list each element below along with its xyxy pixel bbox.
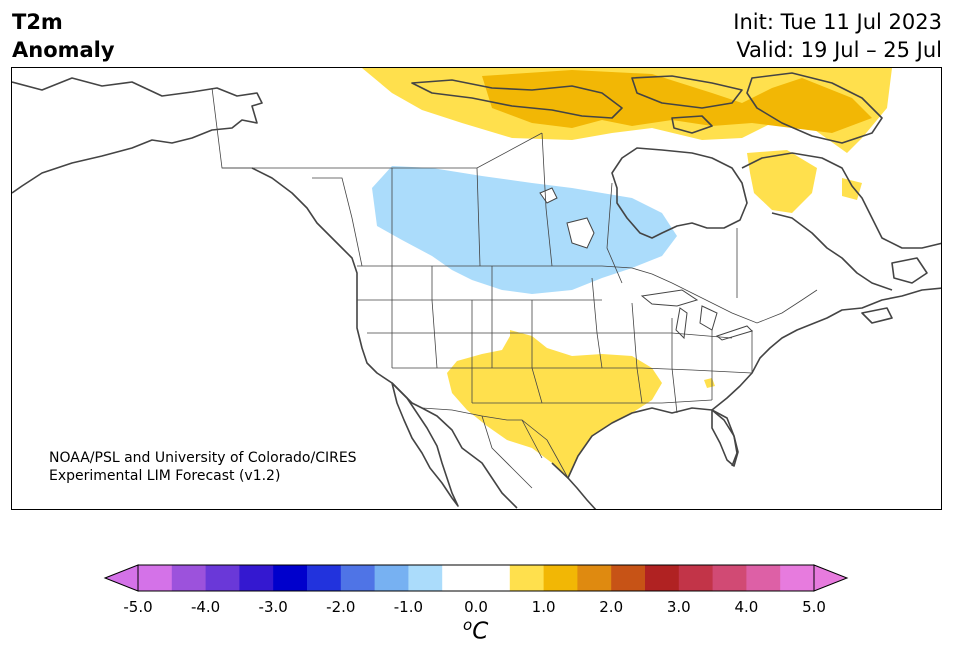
north-america-map xyxy=(12,68,941,509)
labrador-warm-anomaly xyxy=(842,178,862,200)
arctic-strong-warm-anomaly xyxy=(482,70,872,133)
init-date: Init: Tue 11 Jul 2023 xyxy=(733,10,942,34)
lake-erie xyxy=(715,325,753,341)
lake-superior xyxy=(640,289,699,307)
colorbar-tick-label: -2.0 xyxy=(326,598,356,616)
lake-winnipeg xyxy=(566,217,595,249)
colorbar-segment xyxy=(408,565,443,591)
south-central-warm-anomaly xyxy=(447,330,662,478)
hudson-warm-anomaly xyxy=(747,150,817,213)
colorbar-segment xyxy=(509,565,545,591)
colorbar-segment xyxy=(543,565,578,591)
us-state-col-5 xyxy=(531,300,543,404)
west-coast xyxy=(12,77,263,194)
hudson-bay xyxy=(611,147,748,239)
colorbar-segment xyxy=(780,565,815,591)
arctic-islands-1 xyxy=(411,79,623,119)
colorbar-segment xyxy=(307,565,342,591)
colorbar-segment xyxy=(645,565,680,591)
prov-mb-on xyxy=(541,132,553,267)
colorbar-tick-label: 2.0 xyxy=(599,598,624,616)
colorbar-segment xyxy=(678,565,714,591)
colorbar-unit: oC xyxy=(463,616,488,645)
mexico-gulf-coast xyxy=(567,477,597,509)
lake-manitoba xyxy=(539,187,558,204)
baja-peninsula xyxy=(391,382,459,507)
title-line-2: Anomaly xyxy=(12,38,115,62)
colorbar-segments xyxy=(138,565,815,591)
colorbar-tick-label: -5.0 xyxy=(123,598,153,616)
lake-huron xyxy=(699,305,718,331)
us-state-row-3 xyxy=(392,367,753,374)
colorbar-segment xyxy=(577,565,612,591)
labrador-coast xyxy=(771,212,893,291)
colorbar-tick-label: 1.0 xyxy=(531,598,556,616)
unit-base: C xyxy=(472,618,489,645)
unit-superscript: o xyxy=(463,616,473,634)
us-state-row-2 xyxy=(367,332,733,339)
colorbar-tick-label: 3.0 xyxy=(666,598,691,616)
colorbar-extend-high xyxy=(813,564,849,592)
colorbar-tick-label: 5.0 xyxy=(802,598,826,616)
us-state-col-7 xyxy=(631,302,643,404)
east-coast xyxy=(711,287,941,411)
political-borders xyxy=(211,87,818,489)
southeast-warm-spot xyxy=(704,378,715,388)
title-line-1: T2m xyxy=(12,10,63,34)
forecast-dates: Init: Tue 11 Jul 2023 Valid: 19 Jul – 25… xyxy=(733,8,942,64)
prov-bc-ab xyxy=(312,177,363,267)
colorbar-segment xyxy=(712,565,747,591)
mexico-states xyxy=(481,415,543,489)
prov-sk-mb xyxy=(476,167,481,267)
canada-cool-anomaly xyxy=(372,166,677,294)
anomaly-fields xyxy=(362,68,892,478)
colorbar-outline xyxy=(137,564,815,592)
credit-line-2: Experimental LIM Forecast (v1.2) xyxy=(49,468,281,484)
us-state-row-4 xyxy=(472,399,713,404)
us-state-col-6 xyxy=(591,277,603,369)
colorbar-tick-label: -1.0 xyxy=(393,598,424,616)
nova-scotia xyxy=(861,307,893,324)
colorbar-segment xyxy=(138,565,173,591)
credit-line-1: NOAA/PSL and University of Colorado/CIRE… xyxy=(49,450,357,466)
territories-line xyxy=(222,132,543,169)
colorbar-segment xyxy=(476,565,511,591)
newfoundland xyxy=(891,257,928,284)
us-state-col-8 xyxy=(671,318,678,414)
colorbar-extend-low xyxy=(103,564,139,592)
colorbar xyxy=(103,564,849,592)
us-canada-border xyxy=(357,265,818,324)
baffin-island xyxy=(746,72,883,144)
colorbar-segment xyxy=(374,565,409,591)
us-state-col-2 xyxy=(431,266,438,369)
lake-michigan xyxy=(675,307,688,340)
colorbar-ticks: -5.0 -4.0 -3.0 -2.0 -1.0 0.0 1.0 2.0 3.0 4.0 5.0 xyxy=(0,598,953,618)
arctic-islands-3 xyxy=(671,115,713,134)
colorbar-segment xyxy=(205,565,240,591)
florida xyxy=(711,409,739,467)
coastlines xyxy=(12,72,941,509)
prov-on-qc xyxy=(606,182,623,284)
colorbar-segment xyxy=(746,565,781,591)
arctic-islands-2 xyxy=(631,75,743,109)
colorbar-tick-label: -3.0 xyxy=(258,598,288,616)
valid-date: Valid: 19 Jul – 25 Jul xyxy=(736,38,942,62)
map-panel xyxy=(11,67,942,510)
colorbar-segment xyxy=(340,565,376,591)
colorbar-segment xyxy=(611,565,646,591)
alaska-panhandle xyxy=(251,167,518,509)
map-title: T2m Anomaly xyxy=(12,8,115,64)
colorbar-segment xyxy=(273,565,308,591)
colorbar-segment xyxy=(239,565,274,591)
hudson-strait xyxy=(741,152,941,249)
credit-text: NOAA/PSL and University of Colorado/CIRE… xyxy=(49,449,357,485)
colorbar-segment xyxy=(442,565,477,591)
colorbar-segment xyxy=(171,565,207,591)
colorbar-tick-label: 4.0 xyxy=(734,598,759,616)
colorbar-tick-label: 0.0 xyxy=(464,598,488,616)
colorbar-tick-label: -4.0 xyxy=(190,598,221,616)
